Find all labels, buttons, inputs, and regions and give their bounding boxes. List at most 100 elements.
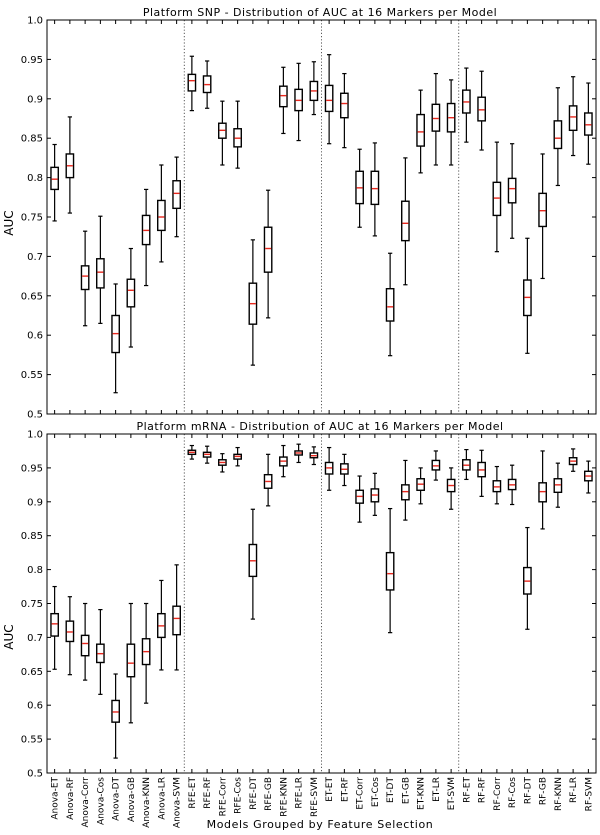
x-axis-label: Models Grouped by Feature Selection	[207, 818, 434, 831]
x-tick-label: ET-ET	[325, 777, 335, 802]
snp-box-et-dt	[385, 252, 395, 357]
snp-box-anova-lr	[157, 164, 166, 263]
iqr-box	[263, 226, 273, 273]
iqr-box	[584, 112, 593, 136]
mrna-box-rf-svm	[584, 460, 593, 494]
snp-y-tick-label: 0.55	[21, 370, 43, 381]
snp-box-anova-gb	[126, 247, 136, 348]
x-tick-label: Anova-Cos	[96, 777, 106, 825]
snp-box-rfe-gb	[263, 189, 273, 319]
snp-box-rfe-dt	[248, 239, 258, 366]
x-tick-label: Anova-DT	[112, 777, 122, 821]
x-tick-label: ET-DT	[386, 777, 396, 804]
snp-box-et-knn	[416, 89, 425, 174]
snp-box-rf-corr	[492, 141, 502, 253]
mrna-box-rfe-svm	[309, 446, 319, 466]
snp-box-rfe-lr	[294, 62, 303, 142]
snp-box-rf-dt	[523, 237, 532, 354]
mrna-box-et-et	[324, 446, 334, 491]
snp-y-tick-label: 0.8	[27, 173, 43, 184]
iqr-box	[340, 92, 349, 119]
mrna-y-tick-label: 0.65	[21, 667, 43, 678]
snp-box-et-gb	[401, 157, 410, 286]
x-tick-label: RF-ET	[462, 777, 472, 803]
iqr-box	[279, 85, 288, 108]
iqr-box	[370, 170, 380, 206]
x-tick-label: Anova-KNN	[142, 777, 152, 828]
x-tick-labels: Anova-ET Anova-RF Anova-Corr Anova-Cos Anova…	[51, 776, 595, 828]
mrna-y-tick-label: 0.95	[21, 463, 43, 474]
snp-box-rfe-et	[187, 55, 197, 112]
x-tick-label: RFE-GB	[264, 777, 274, 811]
iqr-box	[431, 103, 441, 132]
iqr-box	[538, 192, 547, 228]
mrna-plot-frame	[46, 433, 597, 774]
mrna-box-anova-rf	[65, 596, 75, 676]
iqr-box	[477, 96, 486, 122]
mrna-box-rf-rf	[477, 449, 486, 497]
mrna-y-tick-label: 0.55	[21, 735, 43, 746]
iqr-box	[50, 612, 59, 637]
iqr-box	[385, 551, 395, 591]
snp-box-rf-svm	[584, 82, 593, 165]
x-tick-label: ET-GB	[401, 777, 411, 804]
snp-box-et-rf	[340, 72, 349, 149]
mrna-box-rfe-et	[187, 444, 197, 460]
mrna-box-rfe-dt	[248, 508, 258, 620]
mrna-y-tick-label: 0.9	[27, 497, 43, 508]
mrna-box-anova-gb	[126, 602, 136, 724]
snp-box-rf-cos	[507, 143, 517, 239]
x-tick-label: RFE-RF	[203, 777, 213, 809]
x-tick-label: RF-DT	[523, 777, 533, 805]
snp-box-anova-rf	[65, 116, 75, 214]
mrna-box-et-dt	[385, 507, 395, 634]
mrna-box-anova-dt	[111, 673, 120, 759]
snp-box-rfe-knn	[279, 66, 288, 135]
x-tick-label: Anova-LR	[157, 777, 167, 820]
iqr-box	[492, 181, 502, 217]
snp-box-rfe-svm	[309, 61, 319, 116]
mrna-box-rfe-knn	[279, 444, 288, 478]
mrna-box-rf-et	[462, 448, 471, 481]
mrna-box-et-cos	[370, 472, 380, 516]
snp-box-rf-et	[462, 67, 471, 143]
x-tick-label: RF-LR	[569, 777, 579, 803]
mrna-box-rfe-rf	[202, 445, 212, 464]
x-tick-label: RFE-Cos	[234, 777, 244, 814]
snp-box-rf-lr	[568, 76, 578, 157]
iqr-box	[385, 288, 395, 322]
snp-y-tick-label: 0.65	[21, 291, 43, 302]
mrna-box-rf-lr	[568, 448, 578, 472]
snp-box-et-svm	[446, 79, 456, 166]
iqr-box	[80, 634, 90, 657]
iqr-box	[187, 73, 197, 92]
mrna-panel: Platform mRNA - Distribution of AUC at 1…	[2, 420, 597, 780]
snp-box-rf-knn	[553, 87, 563, 187]
mrna-box-anova-knn	[141, 602, 151, 704]
mrna-marks: 0.5 0.55 0.6 0.65 0.7 0.75 0.8 0.85 0.9 0.95 1.0	[21, 430, 596, 780]
mrna-box-rf-dt	[523, 526, 532, 630]
mrna-box-anova-lr	[157, 579, 166, 671]
x-tick-label: ET-Corr	[356, 777, 366, 810]
snp-y-axis-label: AUC	[2, 210, 16, 235]
mrna-box-anova-cos	[96, 609, 105, 695]
mrna-box-rfe-cos	[233, 446, 242, 467]
mrna-box-rf-gb	[538, 450, 547, 530]
x-tick-label: Anova-ET	[51, 776, 61, 819]
snp-marks: 0.5 0.55 0.6 0.65 0.7 0.75 0.8 0.85 0.9 0.95 1.0	[21, 16, 596, 421]
mrna-box-rf-cos	[507, 464, 517, 506]
mrna-box-rfe-lr	[294, 443, 303, 464]
snp-box-et-lr	[431, 72, 441, 166]
snp-box-anova-cos	[96, 215, 105, 324]
x-tick-label: RFE-ET	[188, 777, 198, 809]
x-tick-label: RFE-KNN	[279, 777, 289, 817]
snp-y-tick-label: 0.85	[21, 134, 43, 145]
iqr-box	[401, 200, 410, 242]
x-tick-label: RF-RF	[478, 777, 488, 803]
iqr-box	[126, 278, 136, 308]
mrna-y-axis-label: AUC	[2, 624, 16, 649]
snp-box-anova-svm	[172, 156, 181, 238]
mrna-box-et-corr	[355, 475, 364, 523]
iqr-box	[507, 177, 517, 204]
x-tick-label: ET-LR	[432, 777, 442, 802]
